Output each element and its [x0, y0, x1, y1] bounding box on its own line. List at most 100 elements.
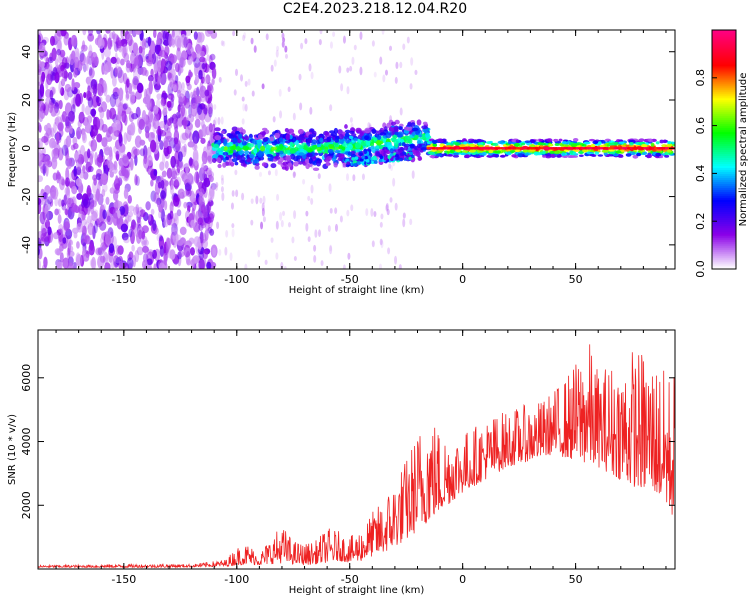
spectrogram-cell: [148, 80, 153, 95]
spectrogram-cell: [63, 33, 70, 46]
spectrogram-cell: [590, 143, 596, 148]
spectrogram-cell: [376, 140, 382, 145]
spectrogram-cell: [588, 138, 596, 142]
spectrogram-cell: [108, 162, 114, 169]
colorbar-swatch: [712, 139, 736, 143]
spectrogram-cell: [293, 255, 297, 262]
spectrogram-cell: [38, 137, 43, 150]
spectrogram-cell: [250, 219, 254, 226]
spectrogram-cell: [175, 81, 183, 94]
spectrogram-cell: [135, 203, 140, 215]
spectrogram-cell: [108, 243, 115, 254]
spectrogram-cell: [459, 144, 465, 148]
spectrogram-cell: [304, 38, 308, 45]
spectrogram-cell: [133, 68, 141, 82]
spectrogram-cell: [165, 237, 171, 251]
spectrogram-cell: [179, 226, 187, 236]
spectrogram-cell: [194, 171, 200, 184]
spectrogram-cell: [383, 156, 388, 161]
spectrogram-cell: [276, 193, 280, 201]
spectrogram-cell: [183, 201, 188, 209]
spectrogram-cell: [203, 165, 209, 172]
spectrogram-cell: [232, 144, 237, 151]
bot-y-tick-label: 2000: [20, 491, 33, 519]
colorbar-swatch: [712, 165, 736, 169]
spectrogram-cell: [561, 141, 568, 145]
spectrogram-cell: [199, 232, 207, 244]
spectrogram-cell: [38, 198, 42, 205]
spectrogram-cell: [253, 148, 258, 154]
spectrogram-cell: [636, 152, 641, 157]
spectrogram-cell: [394, 76, 398, 84]
spectrogram-cell: [152, 249, 158, 260]
spectrogram-cell: [231, 228, 235, 238]
spectrogram-cell: [111, 31, 116, 40]
spectrogram-cell: [159, 140, 164, 151]
top-x-tick-label: -50: [341, 273, 359, 286]
spectrogram-cell: [51, 155, 57, 163]
spectrogram-cell: [129, 30, 133, 35]
spectrogram-cell: [145, 201, 151, 211]
spectrogram-cell: [371, 156, 376, 161]
spectrogram-cell: [324, 149, 330, 154]
colorbar-swatch: [712, 211, 736, 214]
spectrogram-cell: [125, 90, 130, 99]
spectrogram-cell: [117, 245, 124, 256]
spectrogram-cell: [179, 132, 187, 144]
colorbar-swatch: [712, 161, 736, 165]
colorbar-swatch: [712, 221, 736, 224]
spectrogram-cell: [379, 56, 383, 65]
spectrogram-cell: [491, 153, 498, 158]
spectrogram-cell: [407, 121, 412, 127]
spectrogram-cell: [122, 72, 128, 85]
colorbar-swatch: [712, 155, 736, 159]
spectrogram-cell: [152, 219, 157, 232]
spectrogram-cell: [171, 35, 177, 48]
spectrogram-cell: [650, 142, 655, 147]
colorbar-swatch: [712, 87, 736, 91]
spectrogram-cell: [150, 40, 155, 55]
spectrogram-cell: [145, 265, 153, 269]
spectrogram-cell: [71, 78, 75, 91]
spectrogram-cell: [75, 177, 82, 187]
spectrogram-cell: [218, 76, 222, 83]
spectrogram-cell: [379, 238, 383, 246]
spectrogram-cell: [494, 150, 501, 154]
spectrogram-cell: [363, 148, 368, 155]
spectrogram-cell: [90, 51, 98, 64]
colorbar-swatch: [712, 261, 736, 264]
spectrogram-cell: [153, 62, 158, 75]
spectrogram-cell: [45, 162, 49, 177]
spectrogram-cell: [486, 155, 493, 158]
spectrogram-cell: [345, 173, 349, 181]
spectrogram-cell: [242, 103, 246, 112]
colorbar-tick-label: 0.0: [694, 260, 707, 278]
spectrogram-cell: [145, 130, 150, 139]
spectrogram-cell: [331, 156, 337, 162]
spectrogram-cell: [45, 127, 53, 139]
spectrogram-cell: [298, 145, 304, 149]
spectrogram-cell: [44, 219, 51, 229]
spectrogram-cell: [275, 145, 280, 152]
spectrogram-cell: [514, 142, 520, 147]
spectrogram-cell: [211, 78, 215, 86]
spectrogram-cell: [89, 153, 94, 166]
spectrogram-cell: [72, 96, 76, 110]
colorbar-swatch: [712, 173, 736, 176]
colorbar-swatch: [712, 207, 736, 210]
spectrogram-cell: [89, 259, 95, 268]
spectrogram-cell: [192, 130, 200, 144]
spectrogram-cell: [270, 237, 274, 243]
spectrogram-cell: [54, 31, 61, 42]
spectrogram-cell: [123, 237, 130, 244]
spectrogram-cell: [134, 153, 138, 166]
colorbar-swatch: [712, 81, 736, 85]
spectrogram-cell: [351, 157, 356, 161]
spectrogram-cell: [180, 104, 186, 117]
spectrogram-cell: [395, 157, 400, 161]
colorbar-swatch: [712, 113, 736, 117]
spectrogram-cell: [74, 51, 80, 62]
spectrogram-cell: [115, 150, 120, 162]
spectrogram-cell: [138, 118, 145, 130]
spectrogram-cell: [397, 131, 404, 138]
